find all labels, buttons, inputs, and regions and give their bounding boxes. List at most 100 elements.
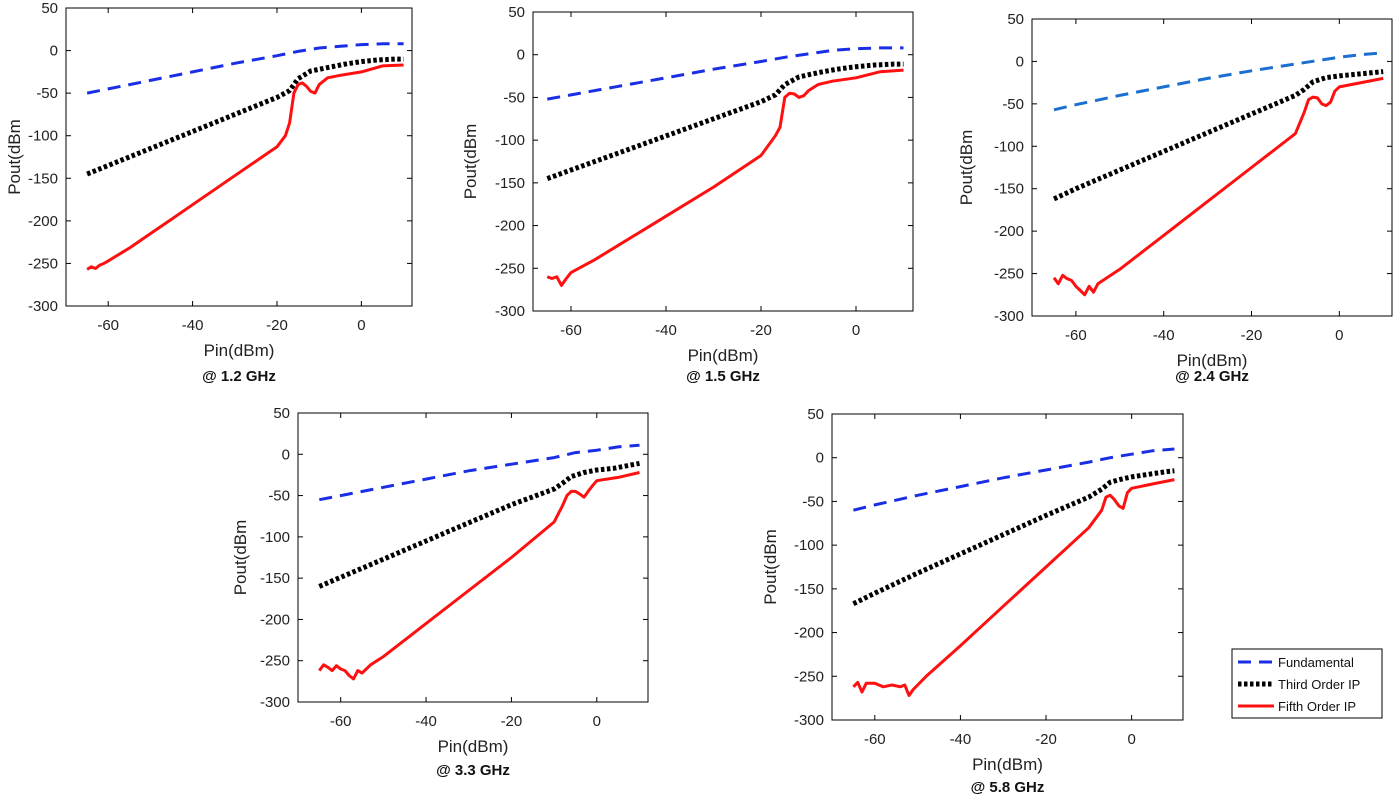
series-fifth-order-ip xyxy=(86,63,404,271)
legend-fundamental-label: Fundamental xyxy=(1278,655,1354,670)
y-tick-label: -100 xyxy=(495,132,525,149)
y-tick-label: -300 xyxy=(794,712,824,729)
y-tick-label: -300 xyxy=(495,303,525,320)
plot-area xyxy=(1031,18,1393,317)
y-tick-label: 50 xyxy=(1007,11,1024,28)
y-tick-label: -150 xyxy=(495,175,525,192)
series-third-order-ip xyxy=(852,468,1175,606)
y-axis-label: Pout(dBm xyxy=(957,130,976,206)
y-axis-label: Pout(dBm xyxy=(461,124,480,200)
chart-caption: @ 1.2 GHz xyxy=(202,368,276,385)
charts-container: 500-50-100-150-200-250-300-60 -40 -20 0Pin(… xyxy=(5,0,1393,796)
y-tick-label: -200 xyxy=(260,611,290,628)
x-tick-label: -60 xyxy=(1065,327,1087,344)
legend-fifth-order-label: Fifth Order IP xyxy=(1278,699,1356,714)
x-tick-label: -20 xyxy=(1241,327,1263,344)
series-fifth-order-ip xyxy=(852,478,1175,697)
series-third-order-ip xyxy=(318,460,640,589)
x-tick-label: -20 xyxy=(501,713,523,730)
series-fundamental xyxy=(1053,51,1384,112)
y-axis-label: Pout(dBm xyxy=(231,520,250,596)
y-tick-label: 50 xyxy=(807,406,824,423)
y-tick-label: -50 xyxy=(1002,96,1024,113)
y-tick-label: -50 xyxy=(36,85,58,102)
chart-caption: @ 1.5 GHz xyxy=(686,368,760,385)
chart-4: 500-50-100-150-200-250-300-60 -40 -20 0Pin(… xyxy=(231,405,649,779)
x-tick-label: 0 xyxy=(593,713,601,730)
y-tick-label: -100 xyxy=(994,138,1024,155)
y-axis-label: Pout(dBm xyxy=(761,529,780,605)
x-axis-label: Pin(dBm) xyxy=(438,737,509,756)
x-tick-label: -60 xyxy=(864,731,886,748)
x-tick-label: -40 xyxy=(1153,327,1175,344)
x-axis-label: Pin(dBm) xyxy=(972,755,1043,774)
x-tick-label: 0 xyxy=(1127,731,1135,748)
y-tick-label: 0 xyxy=(282,446,290,463)
y-axis-label: Pout(dBm xyxy=(5,119,24,195)
y-tick-label: -150 xyxy=(28,170,58,187)
y-tick-label: 0 xyxy=(1016,53,1024,70)
series-fundamental xyxy=(547,46,904,101)
y-tick-label: 0 xyxy=(50,43,58,60)
y-tick-label: -100 xyxy=(260,529,290,546)
chart-caption: @ 2.4 GHz xyxy=(1175,368,1249,385)
y-tick-label: 50 xyxy=(273,405,290,422)
y-tick-label: -250 xyxy=(794,668,824,685)
y-tick-label: -250 xyxy=(495,260,525,277)
y-tick-label: -50 xyxy=(503,89,525,106)
plot-area xyxy=(65,7,413,307)
y-tick-label: -300 xyxy=(260,694,290,711)
x-tick-label: -60 xyxy=(560,322,582,339)
x-axis-label: Pin(dBm) xyxy=(688,346,759,365)
series-third-order-ip xyxy=(1052,69,1384,202)
x-tick-label: 0 xyxy=(357,317,365,334)
x-tick-label: -60 xyxy=(330,713,352,730)
chart-1: 500-50-100-150-200-250-300-60 -40 -20 0Pin(… xyxy=(5,0,413,385)
plot-area xyxy=(532,11,914,312)
legend-third-order-label: Third Order IP xyxy=(1278,677,1360,692)
series-fundamental xyxy=(853,447,1175,512)
plot-area xyxy=(831,413,1184,721)
series-fundamental xyxy=(86,42,404,95)
x-tick-label: -40 xyxy=(655,322,677,339)
y-tick-label: -150 xyxy=(994,181,1024,198)
y-tick-label: -200 xyxy=(28,213,58,230)
x-tick-label: -60 xyxy=(97,317,119,334)
series-third-order-ip xyxy=(546,61,904,181)
y-tick-label: 50 xyxy=(41,0,58,17)
x-tick-label: -40 xyxy=(415,713,437,730)
series-fundamental xyxy=(319,443,640,502)
chart-2: 500-50-100-150-200-250-300-60 -40 -20 0Pin(… xyxy=(461,4,914,385)
series-fifth-order-ip xyxy=(546,68,904,287)
y-tick-label: -50 xyxy=(802,493,824,510)
y-tick-label: -150 xyxy=(794,581,824,598)
plot-area xyxy=(297,412,649,703)
x-tick-label: -40 xyxy=(182,317,204,334)
y-tick-label: -250 xyxy=(994,266,1024,283)
x-tick-label: -20 xyxy=(266,317,288,334)
chart-3: 500-50-100-150-200-250-300-60 -40 -20 0Pin(… xyxy=(957,11,1393,385)
y-tick-label: -100 xyxy=(28,128,58,145)
y-tick-label: 50 xyxy=(508,4,525,21)
series-fifth-order-ip xyxy=(318,471,640,681)
chart-caption: @ 5.8 GHz xyxy=(971,779,1045,796)
y-tick-label: -150 xyxy=(260,570,290,587)
x-tick-label: -20 xyxy=(1035,731,1057,748)
y-tick-label: -250 xyxy=(260,653,290,670)
series-fifth-order-ip xyxy=(1052,76,1384,297)
legend: Fundamental Third Order IP Fifth Order I… xyxy=(1231,648,1383,719)
y-tick-label: -200 xyxy=(495,218,525,235)
y-tick-label: -300 xyxy=(28,298,58,315)
y-tick-label: -250 xyxy=(28,255,58,272)
x-tick-label: -40 xyxy=(950,731,972,748)
y-tick-label: 0 xyxy=(517,47,525,64)
y-tick-label: 0 xyxy=(816,450,824,467)
chart-caption: @ 3.3 GHz xyxy=(436,762,510,779)
x-tick-label: 0 xyxy=(852,322,860,339)
x-tick-label: 0 xyxy=(1335,327,1343,344)
y-tick-label: -100 xyxy=(794,537,824,554)
chart-5: 500-50-100-150-200-250-300-60 -40 -20 0Pin(… xyxy=(761,406,1184,796)
x-tick-label: -20 xyxy=(750,322,772,339)
y-tick-label: -200 xyxy=(994,223,1024,240)
